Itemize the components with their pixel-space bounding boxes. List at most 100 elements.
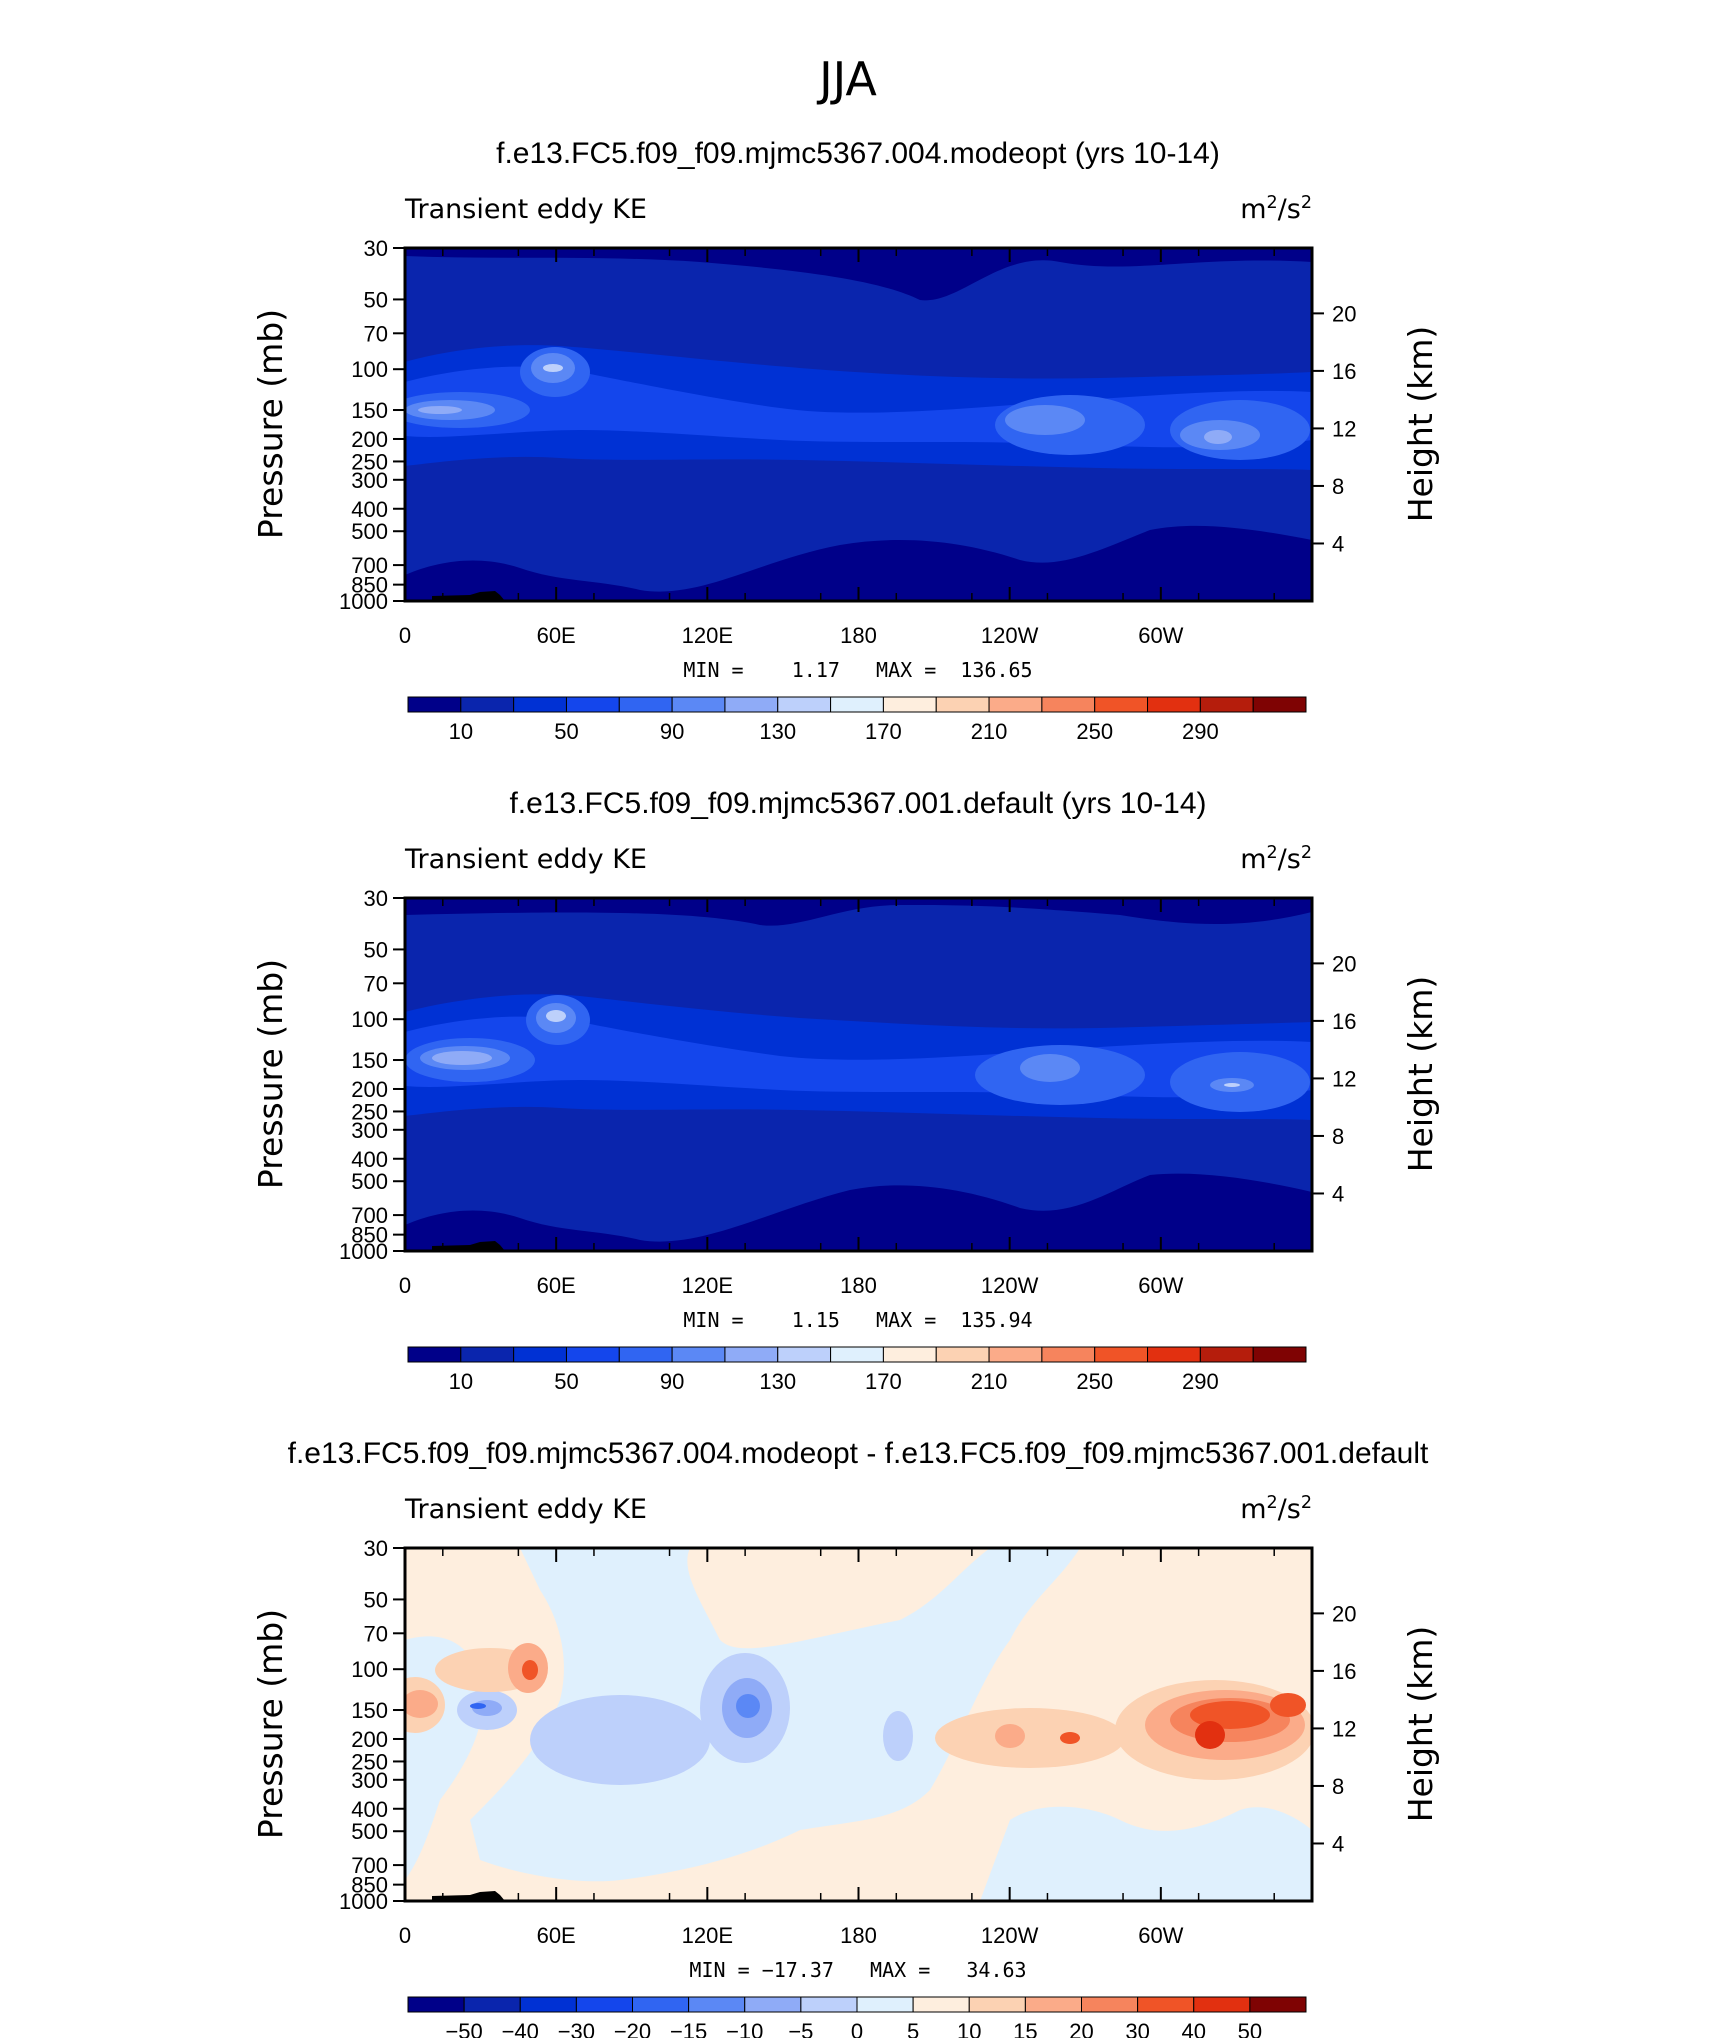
colorbar-swatch bbox=[618, 1346, 673, 1363]
pos-blob-e bbox=[522, 1660, 538, 1680]
contour-field bbox=[405, 248, 1312, 601]
y-tick-label: 30 bbox=[364, 236, 388, 261]
min-max-stats: MIN = −17.37 MAX = 34.63 bbox=[689, 1958, 1026, 1982]
field-low bbox=[405, 525, 1312, 601]
y-tick-label: 850 bbox=[351, 1873, 388, 1898]
colorbar-swatch bbox=[575, 1996, 633, 2013]
y-tick-label: 70 bbox=[364, 971, 388, 996]
colorbar-swatch bbox=[1094, 1346, 1149, 1363]
pos-blob-b bbox=[405, 1690, 438, 1718]
x-tick-label: 60E bbox=[537, 1923, 576, 1948]
colorbar-label: 15 bbox=[1013, 2019, 1037, 2038]
colorbar-swatch bbox=[1252, 696, 1307, 713]
y-tick-label: 300 bbox=[351, 468, 388, 493]
panel-title: f.e13.FC5.f09_f09.mjmc5367.004.modeopt (… bbox=[496, 137, 1220, 170]
colorbar-label: −15 bbox=[670, 2019, 707, 2038]
colorbar-swatch bbox=[882, 696, 937, 713]
pos-blob-h bbox=[1060, 1732, 1080, 1744]
colorbar-label: 130 bbox=[759, 1369, 796, 1394]
left-label: Transient eddy KE bbox=[404, 194, 647, 225]
figure-title: JJA bbox=[816, 52, 877, 106]
y-tick-label: 100 bbox=[351, 1007, 388, 1032]
colorbar-swatch bbox=[800, 1996, 858, 2013]
y-tick-label: 400 bbox=[351, 1797, 388, 1822]
contour-field bbox=[405, 1548, 1312, 1901]
y-right-tick-label: 4 bbox=[1332, 1181, 1344, 1206]
y-tick-label: 150 bbox=[351, 1048, 388, 1073]
y-right-tick-label: 8 bbox=[1332, 474, 1344, 499]
colorbar-swatch bbox=[882, 1346, 937, 1363]
y-axis-label: Pressure (mb) bbox=[251, 309, 290, 539]
colorbar-label: 290 bbox=[1182, 1369, 1219, 1394]
colorbar-label: −40 bbox=[502, 2019, 539, 2038]
colorbar-label: −10 bbox=[726, 2019, 763, 2038]
y-tick-label: 250 bbox=[351, 449, 388, 474]
field-ground bbox=[432, 591, 505, 601]
y-tick-label: 500 bbox=[351, 519, 388, 544]
colorbar-swatch bbox=[565, 696, 620, 713]
x-tick-label: 120E bbox=[682, 1923, 733, 1948]
y-tick-label: 1000 bbox=[339, 1889, 388, 1914]
colorbar: −50 −40 −30 −20 −15 −10 −5 0 5 10 15 20 30 40 50 bbox=[407, 1996, 1307, 2038]
colorbar-swatch bbox=[724, 696, 779, 713]
colorbar-swatch bbox=[407, 696, 462, 713]
y-tick-label: 500 bbox=[351, 1169, 388, 1194]
y-right-tick-label: 20 bbox=[1332, 1601, 1356, 1626]
colorbar-label: 50 bbox=[554, 1369, 578, 1394]
x-tick-label: 120E bbox=[682, 1273, 733, 1298]
panel-title: f.e13.FC5.f09_f09.mjmc5367.001.default (… bbox=[509, 787, 1206, 820]
colorbar-label: −20 bbox=[614, 2019, 651, 2038]
pos-blob-g bbox=[995, 1724, 1025, 1748]
field-ground bbox=[432, 1891, 505, 1901]
y-right-tick-label: 12 bbox=[1332, 1066, 1356, 1091]
blob-c bbox=[418, 406, 462, 414]
y-axis-label-right: Height (km) bbox=[1401, 976, 1440, 1173]
x-tick-label: 180 bbox=[840, 623, 877, 648]
blob-h bbox=[1020, 1054, 1080, 1082]
neg-blob-g bbox=[470, 1703, 486, 1709]
x-tick-label: 180 bbox=[840, 1923, 877, 1948]
colorbar-label: 50 bbox=[554, 719, 578, 744]
colorbar: 10 50 90 130 170 210 250 290 bbox=[407, 696, 1307, 744]
y-axis-right: 20 16 12 8 4 bbox=[1312, 301, 1356, 556]
x-tick-label: 0 bbox=[399, 1923, 411, 1948]
colorbar-swatch bbox=[1041, 1346, 1096, 1363]
panel-default: f.e13.FC5.f09_f09.mjmc5367.001.default (… bbox=[251, 787, 1440, 1394]
x-tick-label: 180 bbox=[840, 1273, 877, 1298]
colorbar-label: −5 bbox=[788, 2019, 813, 2038]
colorbar-swatch bbox=[935, 1346, 990, 1363]
colorbar-swatch bbox=[968, 1996, 1026, 2013]
colorbar-label: 10 bbox=[449, 1369, 473, 1394]
colorbar-label: 0 bbox=[851, 2019, 863, 2038]
field-top bbox=[405, 248, 1312, 301]
colorbar-swatch bbox=[463, 1996, 521, 2013]
left-label: Transient eddy KE bbox=[404, 844, 647, 875]
colorbar-swatch bbox=[460, 1346, 515, 1363]
y-tick-label: 700 bbox=[351, 1203, 388, 1228]
y-right-tick-label: 12 bbox=[1332, 1716, 1356, 1741]
colorbar-swatch bbox=[618, 696, 673, 713]
y-tick-label: 1000 bbox=[339, 589, 388, 614]
colorbar-swatch bbox=[830, 696, 884, 713]
colorbar-label: 290 bbox=[1182, 719, 1219, 744]
colorbar-label: 40 bbox=[1182, 2019, 1206, 2038]
colorbar-swatch bbox=[724, 1346, 779, 1363]
colorbar-swatch bbox=[1024, 1996, 1082, 2013]
colorbar-swatch bbox=[1137, 1996, 1195, 2013]
y-tick-label: 30 bbox=[364, 1536, 388, 1561]
colorbar-swatch bbox=[513, 1346, 567, 1363]
colorbar-swatch bbox=[856, 1996, 914, 2013]
x-tick-label: 60W bbox=[1138, 623, 1183, 648]
y-tick-label: 100 bbox=[351, 357, 388, 382]
neg-blob-d bbox=[736, 1694, 760, 1718]
colorbar-swatch bbox=[935, 696, 990, 713]
y-tick-label: 30 bbox=[364, 886, 388, 911]
colorbar-swatch bbox=[1147, 696, 1201, 713]
colorbar-swatch bbox=[460, 696, 515, 713]
colorbar-swatch bbox=[777, 696, 832, 713]
colorbar-swatch bbox=[988, 696, 1043, 713]
colorbar-swatch bbox=[777, 1346, 832, 1363]
y-tick-label: 200 bbox=[351, 1727, 388, 1752]
